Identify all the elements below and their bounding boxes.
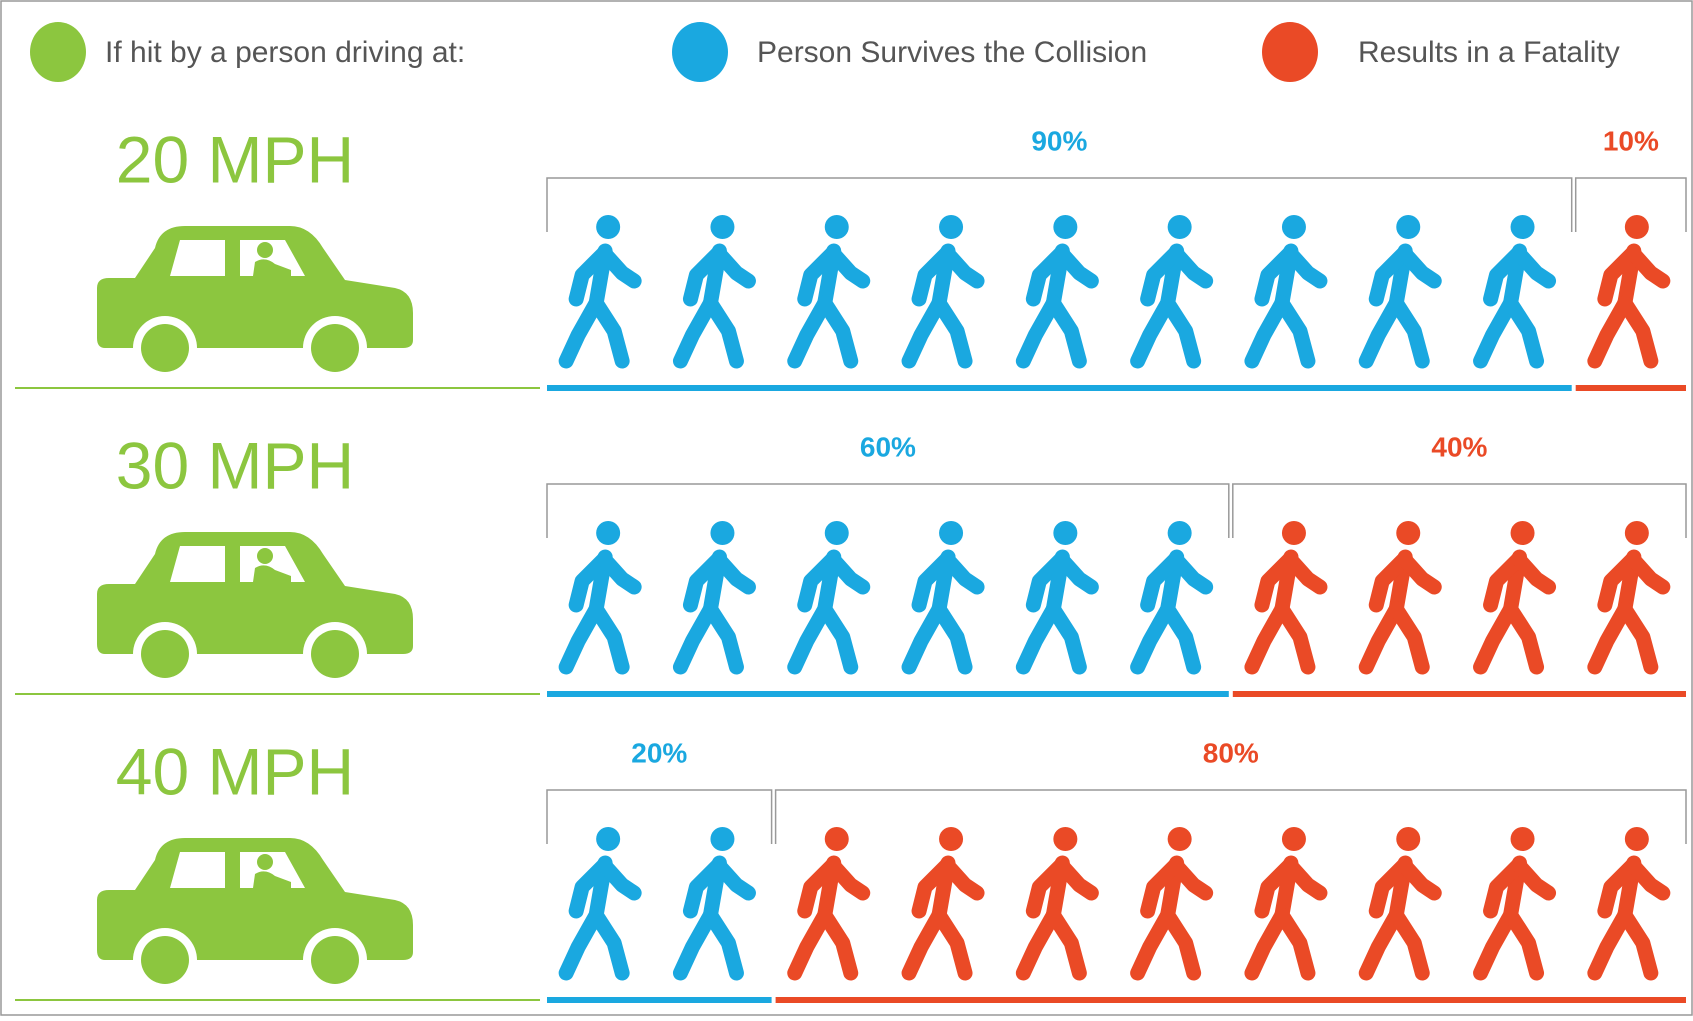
pedestrian-group (1595, 215, 1663, 361)
pedestrian-icon (1023, 827, 1091, 973)
percent-label: 40% (1431, 431, 1487, 462)
pedestrian-icon (1023, 215, 1091, 361)
speed-label: 20 MPH (116, 122, 354, 196)
bracket (547, 790, 772, 844)
speed-row: 40 MPH 20% 80% (15, 734, 1686, 1000)
pedestrian-icon (1023, 521, 1091, 667)
pedestrian-icon (680, 827, 748, 973)
speed-row: 20 MPH 90% 10% (15, 122, 1686, 388)
pedestrian-icon (1366, 521, 1434, 667)
percent-label: 90% (1031, 125, 1087, 156)
pedestrian-icon (1138, 827, 1206, 973)
pedestrian-icon (1252, 215, 1320, 361)
pedestrian-icon (566, 521, 634, 667)
pedestrian-icon (1138, 521, 1206, 667)
percent-label: 10% (1603, 125, 1659, 156)
bracket (547, 484, 1229, 538)
legend-label: Results in a Fatality (1358, 36, 1620, 69)
speed-row: 30 MPH 60% 40% (15, 428, 1686, 694)
pedestrian-icon (1595, 827, 1663, 973)
pedestrian-icon (1595, 215, 1663, 361)
pedestrian-icon (909, 215, 977, 361)
pedestrian-icon (1252, 521, 1320, 667)
car-icon (97, 226, 413, 380)
pedestrian-icon (566, 827, 634, 973)
pedestrian-icon (566, 215, 634, 361)
pedestrian-icon (1138, 215, 1206, 361)
pedestrian-icon (795, 521, 863, 667)
pedestrian-icon (1366, 827, 1434, 973)
car-icon (97, 532, 413, 686)
pedestrian-icon (1595, 521, 1663, 667)
pedestrian-icon (680, 215, 748, 361)
pedestrian-group (795, 827, 1663, 973)
pedestrian-group (1252, 521, 1663, 667)
pedestrian-icon (795, 215, 863, 361)
pedestrian-icon (795, 827, 863, 973)
legend-swatch (30, 22, 86, 82)
pedestrian-icon (1481, 827, 1549, 973)
infographic: If hit by a person driving at: Person Sur… (0, 0, 1693, 1016)
legend: If hit by a person driving at: Person Sur… (30, 22, 1620, 82)
pedestrian-group (566, 827, 748, 973)
percent-label: 20% (631, 737, 687, 768)
percent-label: 60% (860, 431, 916, 462)
pedestrian-icon (909, 827, 977, 973)
pedestrian-icon (1252, 827, 1320, 973)
pedestrian-group (566, 215, 1548, 361)
speed-label: 40 MPH (116, 734, 354, 808)
rows: 20 MPH 90% 10% 30 MPH 60% 40% 40 MPH 20% 80% (15, 122, 1686, 1000)
pedestrian-icon (1366, 215, 1434, 361)
percent-label: 80% (1203, 737, 1259, 768)
legend-swatch (1262, 22, 1318, 82)
pedestrian-group (566, 521, 1206, 667)
car-icon (97, 838, 413, 992)
legend-label: Person Survives the Collision (757, 36, 1147, 69)
pedestrian-icon (1481, 215, 1549, 361)
speed-label: 30 MPH (116, 428, 354, 502)
pedestrian-icon (1481, 521, 1549, 667)
legend-swatch (672, 22, 728, 82)
legend-title: If hit by a person driving at: (105, 36, 465, 69)
pedestrian-icon (909, 521, 977, 667)
pedestrian-icon (680, 521, 748, 667)
bracket (776, 790, 1686, 844)
